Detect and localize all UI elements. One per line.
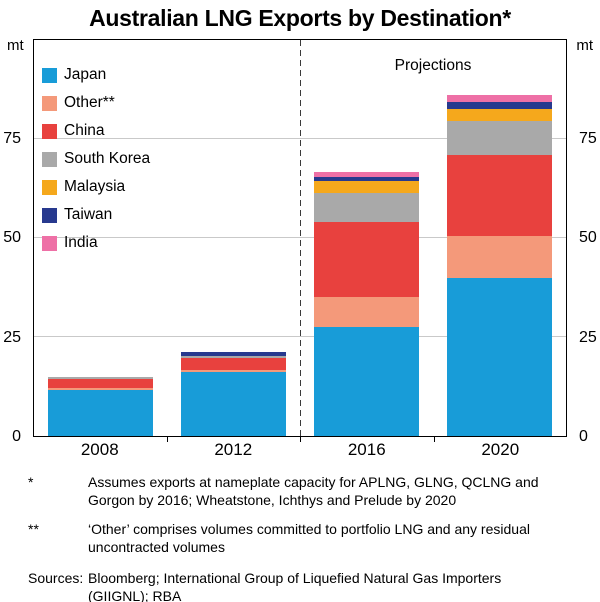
bar-segment-japan-2012 (180, 371, 287, 436)
legend-label-other: Other** (64, 94, 115, 111)
y-axis-unit-left: mt (7, 37, 24, 54)
x-axis-label-2020: 2020 (481, 440, 520, 459)
stacked-bar-2016 (313, 40, 420, 436)
bar-segment-china-2012 (180, 357, 287, 371)
legend-item-malaysia: Malaysia (42, 178, 150, 196)
legend-item-other: Other** (42, 94, 150, 112)
legend-item-india: India (42, 234, 150, 252)
y-tick-left-75: 75 (3, 129, 21, 147)
stacked-bar-2012 (180, 40, 287, 436)
bar-segment-malaysia-2020 (446, 109, 553, 122)
legend-label-south-korea: South Korea (64, 150, 151, 167)
legend-item-south-korea: South Korea (42, 150, 150, 168)
y-axis-left: 0 25 50 75 (0, 39, 28, 445)
x-tick-mark (166, 437, 168, 442)
footnote-1: * Assumes exports at nameplate capacity … (28, 473, 600, 509)
y-tick-right-50: 50 (579, 229, 597, 246)
bar-segment-south-korea-2012 (180, 356, 287, 358)
legend-label-japan: Japan (64, 66, 107, 83)
legend-label-malaysia: Malaysia (64, 178, 126, 195)
x-axis-label-2012: 2012 (214, 440, 253, 459)
bar-segment-other-2012 (180, 370, 287, 372)
bar-segment-india-2020 (446, 95, 553, 103)
bar-segment-malaysia-2016 (313, 180, 420, 193)
bar-segment-china-2008 (47, 379, 154, 389)
footnote-sources: Sources: Bloomberg; International Group … (28, 569, 600, 602)
legend-item-taiwan: Taiwan (42, 206, 150, 224)
bar-segment-south-korea-2008 (47, 376, 154, 379)
stacked-bar-2020 (446, 40, 553, 436)
y-tick-right-75: 75 (579, 129, 597, 147)
legend-item-japan: Japan (42, 66, 150, 84)
page-title: Australian LNG Exports by Destination* (89, 5, 511, 31)
bar-segment-taiwan-2012 (180, 352, 287, 357)
bar-segment-other-2020 (446, 236, 553, 278)
bar-segment-japan-2016 (313, 327, 420, 436)
legend-item-china: China (42, 122, 150, 140)
bar-segment-other-2008 (47, 388, 154, 391)
y-tick-right-0: 0 (579, 428, 588, 445)
bar-group-2008 (34, 40, 167, 436)
bar-segment-taiwan-2016 (313, 176, 420, 181)
legend-label-india: India (64, 234, 98, 251)
legend-swatch-china (42, 123, 57, 139)
plot-area: Projections Japan Other** China South Korea… (34, 40, 566, 436)
legend-swatch-other (42, 95, 57, 111)
bar-group-2020 (433, 40, 566, 436)
x-axis-label-2008: 2008 (80, 440, 119, 459)
footnote-text: Assumes exports at nameplate capacity fo… (88, 474, 539, 508)
chart: Projections Japan Other** China South Korea… (3, 37, 597, 445)
footnote-marker: * (28, 474, 34, 490)
bars-row (34, 40, 566, 436)
footnotes: * Assumes exports at nameplate capacity … (28, 473, 600, 602)
bar-segment-south-korea-2020 (446, 121, 553, 155)
y-axis-right: 0 25 50 75 (572, 39, 600, 445)
x-axis-label-2016: 2016 (347, 440, 386, 459)
sources-label: Sources: (28, 570, 84, 586)
projection-divider-line (299, 40, 301, 436)
y-tick-right-25: 25 (579, 328, 597, 346)
sources-text: Bloomberg; International Group of Liquef… (88, 570, 502, 602)
bar-segment-china-2016 (313, 222, 420, 298)
legend-swatch-india (42, 235, 57, 251)
x-axis-labels: 2008 2012 2016 2020 (33, 440, 567, 460)
bar-segment-taiwan-2020 (446, 102, 553, 110)
y-tick-left-25: 25 (3, 328, 21, 346)
y-tick-left-50: 50 (3, 229, 21, 246)
stacked-bar-2008 (47, 40, 154, 436)
legend-swatch-japan (42, 67, 57, 83)
y-axis-unit-right: mt (576, 37, 593, 54)
bar-group-2016 (300, 40, 433, 436)
legend: Japan Other** China South Korea Malaysia Taiw… (42, 66, 150, 252)
bar-segment-japan-2020 (446, 277, 553, 436)
plot-frame: Projections Japan Other** China South Korea… (33, 39, 567, 437)
projections-label: Projections (394, 57, 472, 74)
legend-label-china: China (64, 122, 105, 139)
x-tick-mark (433, 437, 435, 442)
bar-segment-china-2020 (446, 154, 553, 237)
legend-swatch-malaysia (42, 179, 57, 195)
bar-group-2012 (167, 40, 300, 436)
x-tick-mark (300, 437, 301, 442)
legend-swatch-south-korea (42, 151, 57, 167)
legend-label-taiwan: Taiwan (64, 206, 113, 223)
footnote-2: ** ‘Other’ comprises volumes committed t… (28, 520, 600, 556)
footnote-marker: ** (28, 521, 39, 537)
y-tick-left-0: 0 (12, 428, 21, 445)
bar-segment-japan-2008 (47, 390, 154, 436)
bar-segment-south-korea-2016 (313, 192, 420, 223)
legend-swatch-taiwan (42, 207, 57, 223)
bar-segment-other-2016 (313, 297, 420, 328)
bar-segment-india-2016 (313, 171, 420, 177)
footnote-text: ‘Other’ comprises volumes committed to p… (88, 521, 530, 555)
